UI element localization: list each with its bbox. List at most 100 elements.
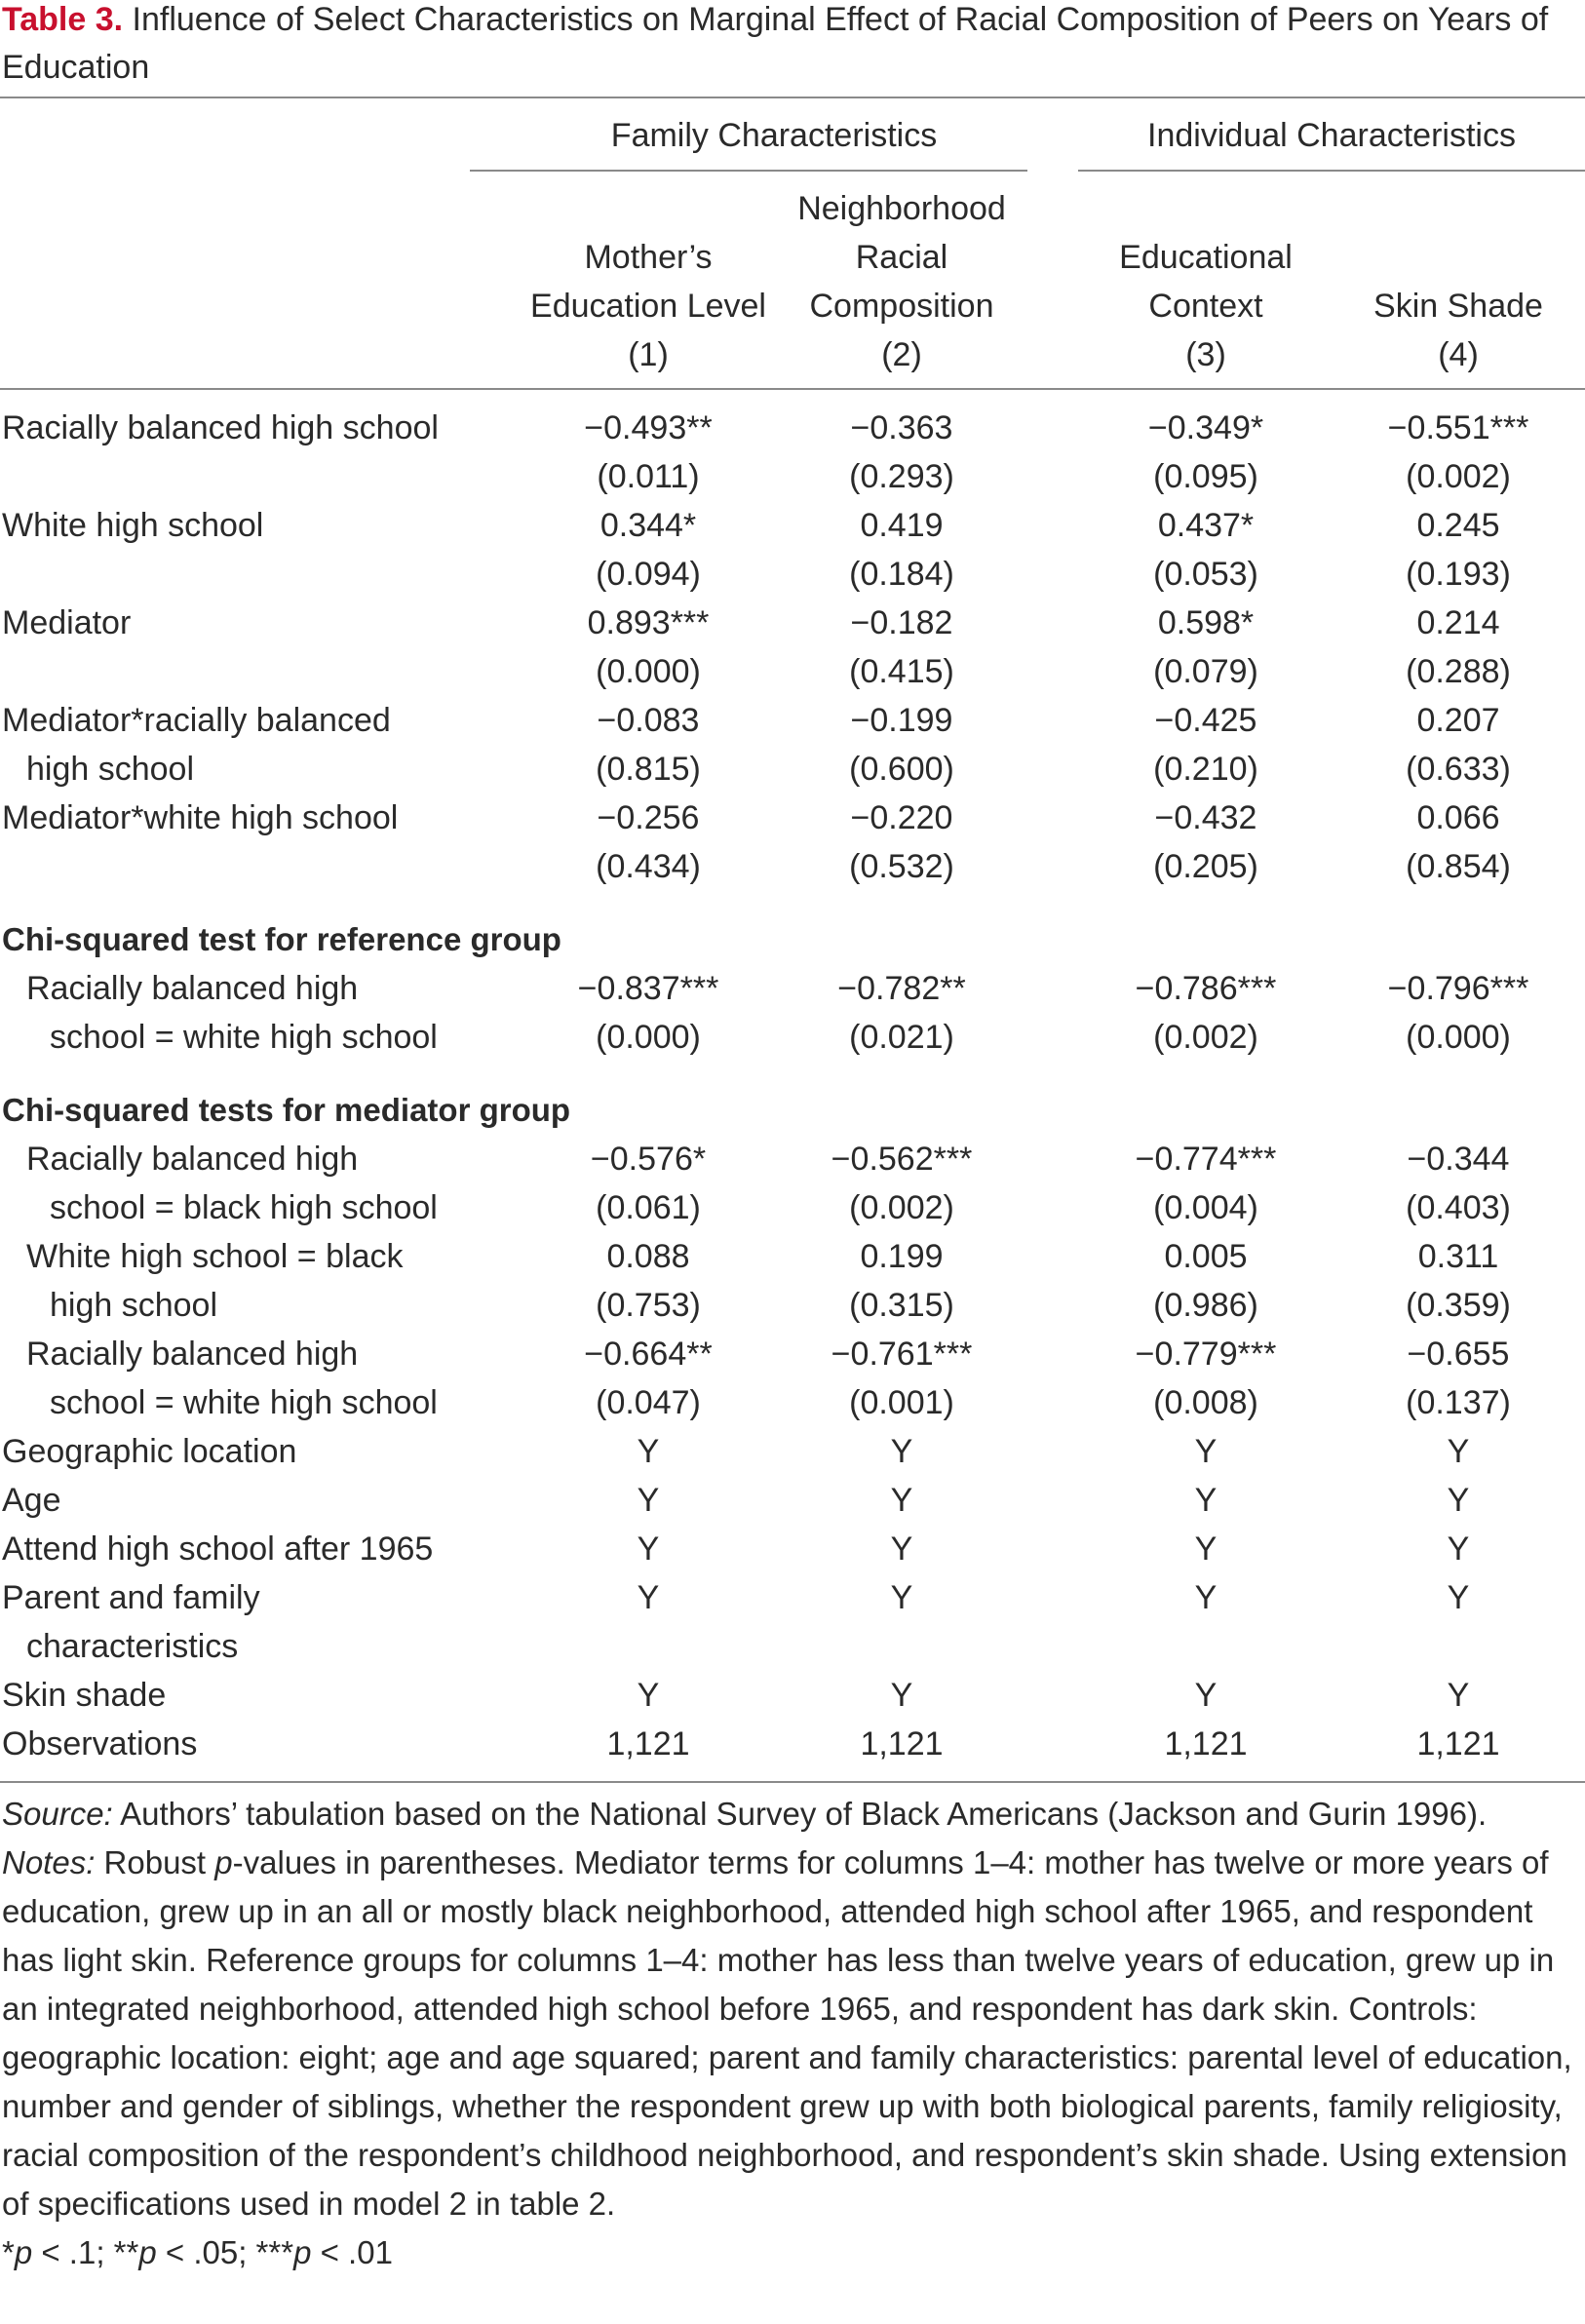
p-value-cell: (0.000) [596, 1019, 701, 1056]
coefficient-cell: 0.207 [1416, 702, 1500, 739]
coefficient-cell: 0.088 [606, 1238, 690, 1275]
control-label-continued: characteristics [26, 1628, 239, 1665]
p-value-cell: (0.000) [596, 653, 701, 690]
coefficient-cell: −0.782** [837, 970, 966, 1007]
significance-note: *p < .1; **p < .05; ***p < .01 [2, 2228, 1581, 2277]
table-title-text: Influence of Select Characteristics on M… [2, 1, 1549, 86]
row-label: Mediator [2, 604, 132, 641]
control-label: Skin shade [2, 1677, 167, 1714]
coefficient-cell: −0.562*** [831, 1141, 973, 1178]
coefficient-cell: 0.598* [1157, 604, 1255, 641]
p-value-cell: (0.633) [1406, 751, 1511, 788]
p-value-cell: (0.205) [1153, 848, 1258, 885]
control-value: Y [1194, 1677, 1218, 1714]
control-value: Y [890, 1579, 913, 1616]
sig-stars-1: * [2, 2234, 15, 2270]
coefficient-cell: −0.774*** [1135, 1141, 1277, 1178]
p-value-cell: (0.053) [1153, 556, 1258, 593]
column-header-4-line: Skin Shade [1373, 288, 1543, 325]
row-label: Mediator*racially balanced [2, 702, 391, 739]
column-header-2-line: Racial [855, 239, 948, 276]
notes-p-italic: p [214, 1844, 233, 1880]
coefficient-cell: −0.083 [597, 702, 700, 739]
control-value: Y [637, 1677, 660, 1714]
coefficient-cell: 0.344* [599, 507, 697, 544]
p-value-cell: (0.079) [1153, 653, 1258, 690]
notes-paragraph: Notes: Robust p-values in parentheses. M… [2, 1839, 1581, 2228]
column-header-1-line: Education Level [530, 288, 766, 325]
coefficient-cell: −0.761*** [831, 1336, 973, 1373]
p-value-cell: (0.815) [596, 751, 701, 788]
p-value-cell: (0.415) [849, 653, 954, 690]
p-value-cell: (0.095) [1153, 458, 1258, 495]
row-label: White high school = black [26, 1238, 404, 1275]
control-value: 1,121 [1164, 1725, 1248, 1762]
p-value-cell: (0.001) [849, 1384, 954, 1421]
coefficient-cell: −0.344 [1407, 1141, 1510, 1178]
coefficient-cell: −0.664** [584, 1336, 713, 1373]
column-number-1: (1) [628, 336, 669, 373]
sig-p-1: p [14, 2234, 33, 2270]
coefficient-cell: −0.256 [597, 799, 700, 836]
coefficient-cell: −0.655 [1407, 1336, 1510, 1373]
control-value: 1,121 [606, 1725, 690, 1762]
control-value: Y [890, 1482, 913, 1519]
coefficient-cell: 0.245 [1416, 507, 1500, 544]
coefficient-cell: −0.432 [1154, 799, 1257, 836]
control-value: Y [1447, 1433, 1470, 1470]
coefficient-cell: 0.437* [1157, 507, 1255, 544]
coefficient-cell: −0.576* [590, 1141, 707, 1178]
control-value: Y [1447, 1530, 1470, 1568]
coefficient-cell: −0.796*** [1387, 970, 1529, 1007]
sig-stars-2: ** [113, 2234, 139, 2270]
control-value: Y [1194, 1482, 1218, 1519]
p-value-cell: (0.047) [596, 1384, 701, 1421]
source-text: Authors’ tabulation based on the Nationa… [112, 1796, 1488, 1832]
control-label: Parent and family [2, 1579, 260, 1616]
row-label: White high school [2, 507, 264, 544]
column-number-3: (3) [1185, 336, 1226, 373]
coefficient-cell: −0.349* [1147, 409, 1264, 446]
p-value-cell: (0.288) [1406, 653, 1511, 690]
coefficient-cell: −0.363 [850, 409, 953, 446]
control-value: Y [1447, 1482, 1470, 1519]
p-value-cell: (0.600) [849, 751, 954, 788]
p-value-cell: (0.002) [1406, 458, 1511, 495]
control-label: Geographic location [2, 1433, 297, 1470]
control-value: Y [637, 1482, 660, 1519]
p-value-cell: (0.193) [1406, 556, 1511, 593]
row-label: Racially balanced high school [2, 409, 439, 446]
p-value-cell: (0.532) [849, 848, 954, 885]
control-value: Y [890, 1433, 913, 1470]
p-value-cell: (0.359) [1406, 1287, 1511, 1324]
control-value: 1,121 [1416, 1725, 1500, 1762]
p-value-cell: (0.986) [1153, 1287, 1258, 1324]
table-notes: Source: Authors’ tabulation based on the… [2, 1790, 1581, 2277]
control-value: Y [637, 1579, 660, 1616]
control-value: 1,121 [860, 1725, 944, 1762]
coefficient-cell: −0.786*** [1135, 970, 1277, 1007]
bottom-rule [0, 1781, 1585, 1783]
p-value-cell: (0.137) [1406, 1384, 1511, 1421]
coefficient-cell: 0.199 [860, 1238, 944, 1275]
section-heading-reference: Chi-squared test for reference group [2, 921, 561, 957]
column-header-3-line: Educational [1119, 239, 1293, 276]
row-label: Racially balanced high [26, 1141, 359, 1178]
control-label: Age [2, 1482, 61, 1519]
p-value-cell: (0.000) [1406, 1019, 1511, 1056]
sig-stars-3: *** [255, 2234, 294, 2270]
coefficient-cell: −0.182 [850, 604, 953, 641]
control-value: Y [637, 1530, 660, 1568]
coefficient-cell: 0.419 [860, 507, 944, 544]
control-value: Y [1447, 1677, 1470, 1714]
row-label: Mediator*white high school [2, 799, 399, 836]
row-label-continued: school = white high school [50, 1019, 438, 1056]
control-value: Y [1447, 1579, 1470, 1616]
section-heading-mediator: Chi-squared tests for mediator group [2, 1092, 571, 1128]
column-number-4: (4) [1438, 336, 1479, 373]
control-value: Y [637, 1433, 660, 1470]
p-value-cell: (0.061) [596, 1189, 701, 1226]
coefficient-cell: −0.220 [850, 799, 953, 836]
row-label-continued: high school [50, 1287, 218, 1324]
sig-rest-3: < .01 [311, 2234, 393, 2270]
